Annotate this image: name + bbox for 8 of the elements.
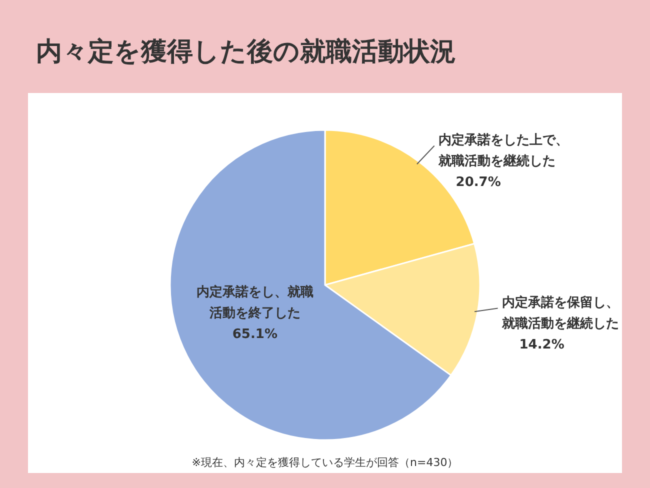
data-label: 65.1% xyxy=(232,326,278,342)
slice-label: 内定承諾をし、就職活動を終了した xyxy=(196,284,314,321)
slice-label: 内定承諾をした上で、就職活動を継続した xyxy=(437,132,568,169)
data-label: 20.7% xyxy=(456,174,501,190)
chart-title: 内々定を獲得した後の就職活動状況 xyxy=(36,37,456,67)
text: ※現在、内々定を獲得している学生が回答（n=430） xyxy=(192,456,458,469)
slice-label: 内定承諾を保留し、就職活動を継続した xyxy=(500,294,619,332)
data-label: 14.2% xyxy=(519,337,564,352)
